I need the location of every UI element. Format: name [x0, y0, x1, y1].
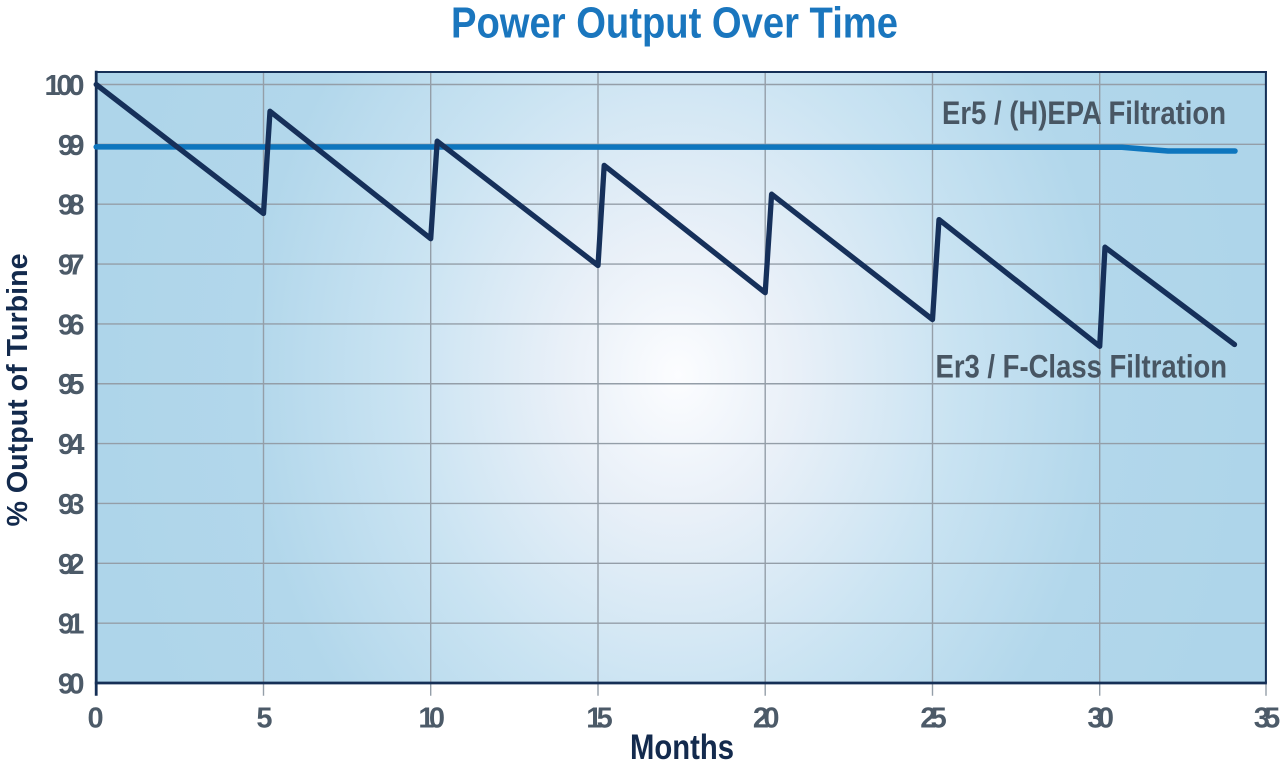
svg-text:92: 92: [58, 549, 85, 581]
svg-text:96: 96: [58, 309, 85, 341]
svg-text:Months: Months: [630, 727, 734, 767]
svg-text:5: 5: [256, 703, 272, 735]
svg-text:100: 100: [45, 70, 85, 102]
svg-text:98: 98: [58, 190, 85, 222]
svg-text:0: 0: [88, 703, 104, 735]
svg-text:10: 10: [418, 703, 445, 735]
svg-text:Er3 / F-Class Filtration: Er3 / F-Class Filtration: [936, 349, 1228, 385]
svg-text:95: 95: [58, 369, 85, 401]
svg-text:25: 25: [920, 703, 947, 735]
svg-text:35: 35: [1254, 703, 1280, 735]
svg-text:91: 91: [58, 609, 85, 641]
svg-text:% Output of Turbine: % Output of Turbine: [2, 254, 34, 527]
svg-text:94: 94: [58, 429, 85, 461]
svg-text:90: 90: [58, 668, 85, 700]
svg-text:Er5 / (H)EPA Filtration: Er5 / (H)EPA Filtration: [942, 95, 1226, 131]
svg-text:97: 97: [58, 250, 85, 282]
svg-text:30: 30: [1087, 703, 1114, 735]
svg-text:93: 93: [58, 489, 85, 521]
svg-text:Power Output Over Time: Power Output Over Time: [451, 0, 898, 48]
svg-text:99: 99: [58, 130, 85, 162]
svg-text:20: 20: [753, 703, 780, 735]
svg-text:15: 15: [586, 703, 613, 735]
